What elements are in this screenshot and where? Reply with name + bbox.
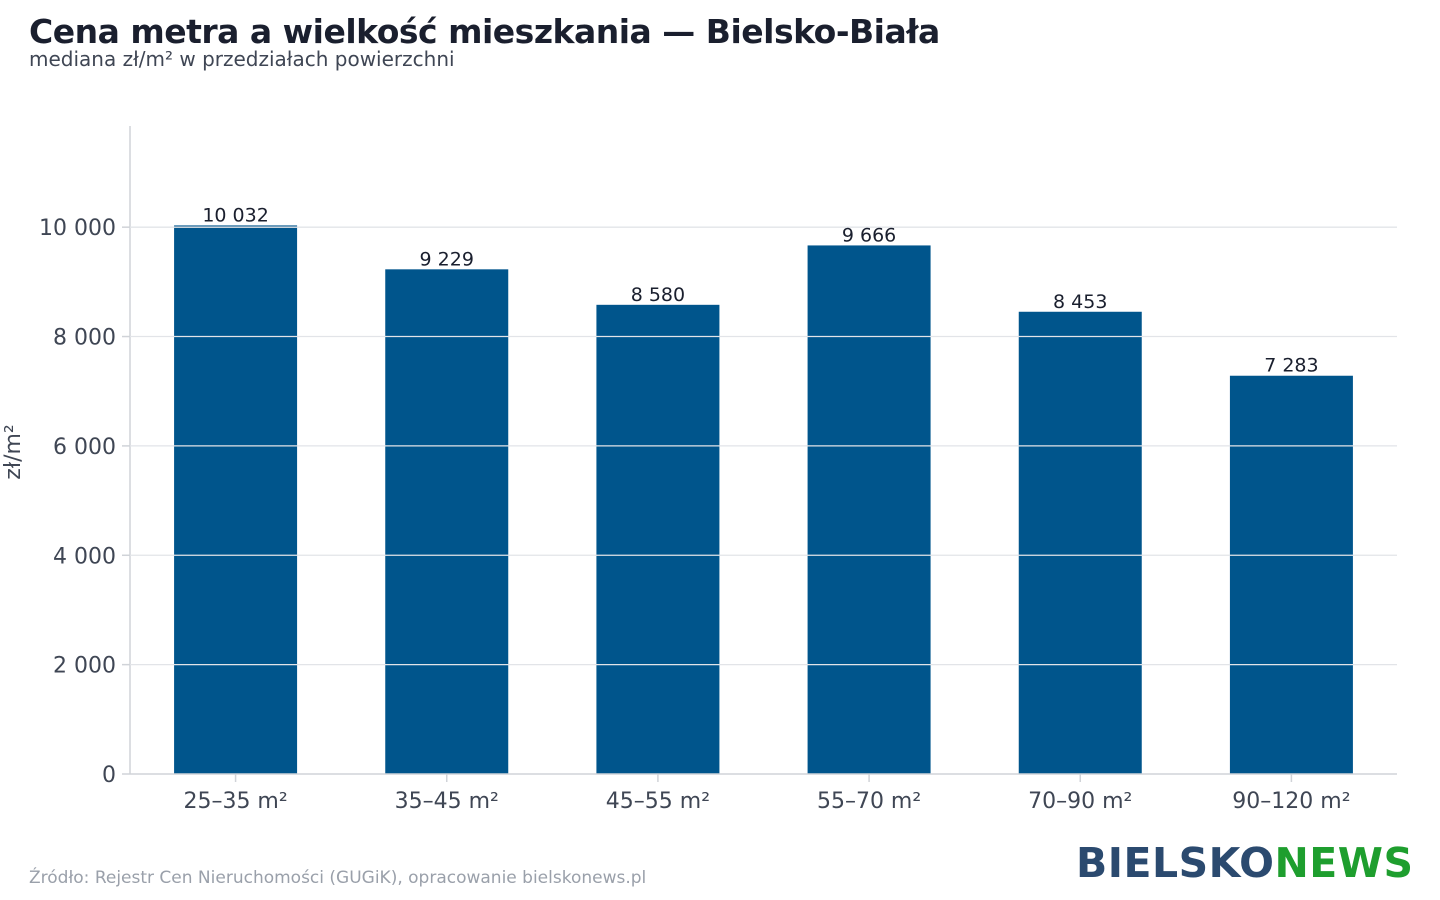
logo-text-bielsko: BIELSKO xyxy=(1076,839,1275,887)
data-label: 8 580 xyxy=(631,284,685,306)
bar xyxy=(596,304,720,774)
source-note: Źródło: Rejestr Cen Nieruchomości (GUGiK… xyxy=(29,868,647,888)
chart-title: Cena metra a wielkość mieszkania — Biels… xyxy=(29,12,940,51)
data-label: 10 032 xyxy=(202,204,268,226)
y-tick-label: 8 000 xyxy=(53,326,116,351)
bar xyxy=(1018,311,1142,774)
y-tick-label: 2 000 xyxy=(53,654,116,679)
x-tick-label: 35–45 m² xyxy=(395,789,499,814)
x-tick-label: 45–55 m² xyxy=(606,789,710,814)
data-label: 9 229 xyxy=(420,248,474,270)
data-label: 8 453 xyxy=(1053,291,1107,313)
data-label: 9 666 xyxy=(842,224,896,246)
bar xyxy=(174,225,298,775)
site-logo: BIELSKONEWS xyxy=(1076,843,1414,884)
y-axis-title: zł/m² xyxy=(1,424,26,479)
bar xyxy=(385,269,509,774)
y-tick-label: 6 000 xyxy=(53,435,116,460)
y-tick-label: 0 xyxy=(102,763,116,788)
x-tick-label: 70–90 m² xyxy=(1028,789,1132,814)
chart-subtitle: mediana zł/m² w przedziałach powierzchni xyxy=(29,47,455,71)
y-tick-label: 10 000 xyxy=(39,216,116,241)
x-tick-label: 55–70 m² xyxy=(817,789,921,814)
data-label: 7 283 xyxy=(1264,355,1318,377)
bar xyxy=(1229,375,1353,774)
x-tick-label: 25–35 m² xyxy=(183,789,287,814)
x-tick-label: 90–120 m² xyxy=(1232,789,1350,814)
y-tick-label: 4 000 xyxy=(53,544,116,569)
bar xyxy=(807,245,931,775)
logo-text-news: NEWS xyxy=(1274,839,1414,887)
